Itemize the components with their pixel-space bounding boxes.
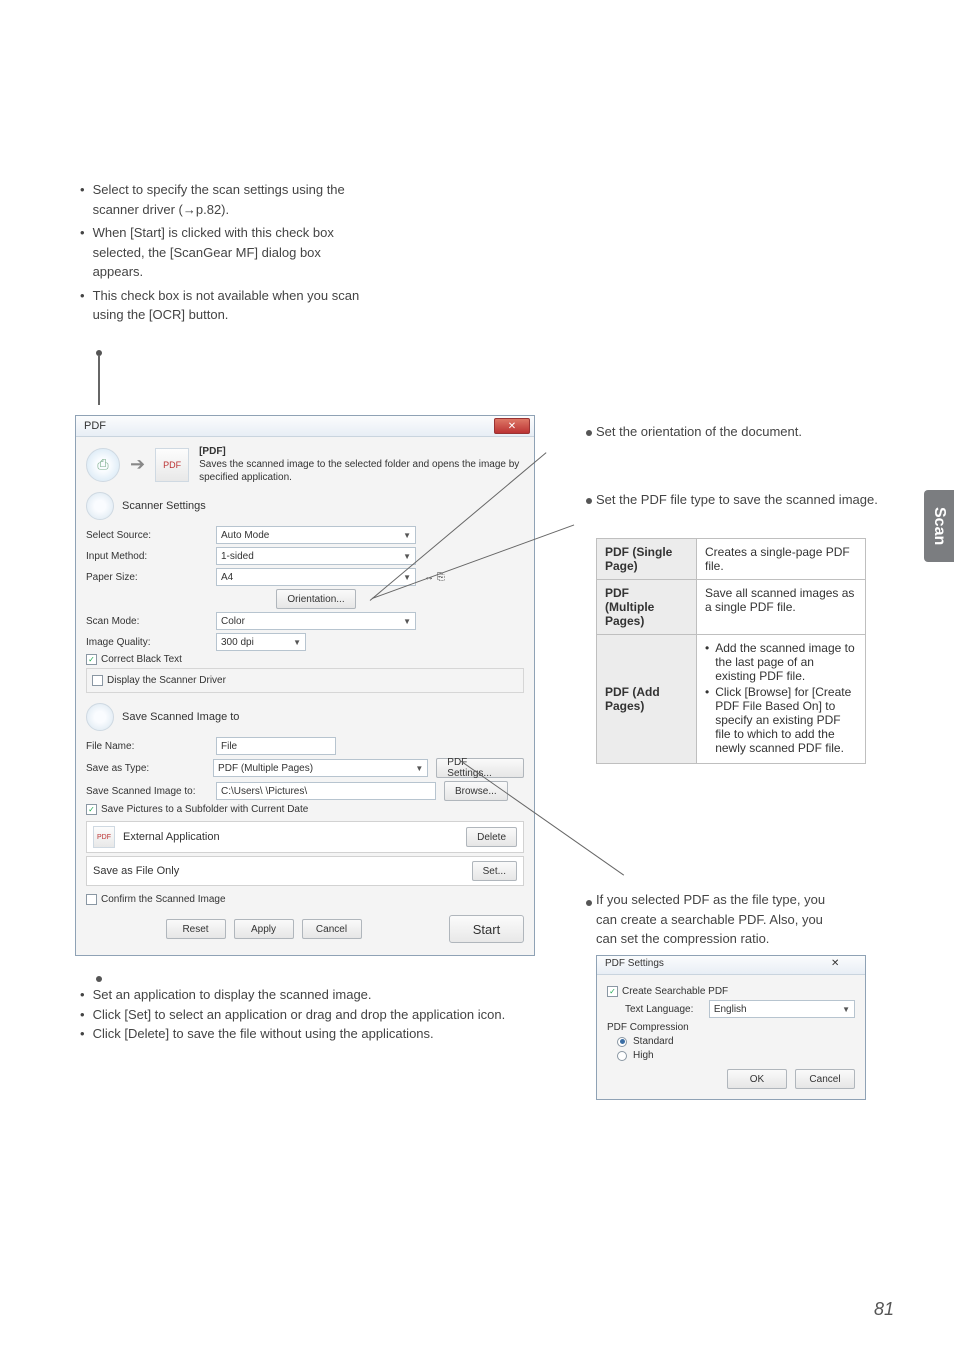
- note-item: Click [Delete] to save the file without …: [80, 1024, 580, 1044]
- save-to-input[interactable]: C:\Users\ \Pictures\: [216, 782, 436, 800]
- label-select-source: Select Source:: [86, 530, 216, 541]
- lead-dot: [96, 976, 102, 982]
- note-item: Click [Set] to select an application or …: [80, 1005, 580, 1025]
- save-as-type-dropdown[interactable]: PDF (Multiple Pages)▼: [213, 759, 428, 777]
- create-searchable-checkbox[interactable]: ✓Create Searchable PDF: [607, 986, 855, 997]
- lead-dot: [586, 498, 592, 504]
- lead-dot: [586, 430, 592, 436]
- text-language-dropdown[interactable]: English▼: [709, 1000, 855, 1018]
- browse-button[interactable]: Browse...: [444, 781, 508, 801]
- radio-standard[interactable]: [617, 1037, 627, 1047]
- anno-pdf-type: Set the PDF file type to save the scanne…: [596, 490, 886, 510]
- bottom-notes: Set an application to display the scanne…: [80, 985, 580, 1044]
- pdfset-title: PDF Settings: [605, 958, 664, 972]
- header-desc: Saves the scanned image to the selected …: [199, 458, 524, 484]
- pdf-settings-dialog: PDF Settings ✕ ✓Create Searchable PDF Te…: [596, 955, 866, 1100]
- note-item: Select to specify the scan settings usin…: [80, 180, 450, 219]
- top-notes: Select to specify the scan settings usin…: [80, 180, 450, 325]
- page-number: 81: [874, 1299, 894, 1320]
- correct-black-checkbox[interactable]: ✓Correct Black Text: [86, 654, 524, 665]
- group-label: PDF Compression: [607, 1022, 855, 1033]
- close-button[interactable]: ✕: [831, 958, 861, 972]
- note-item: Set an application to display the scanne…: [80, 985, 580, 1005]
- cancel-button[interactable]: Cancel: [795, 1069, 855, 1089]
- file-name-input[interactable]: File: [216, 737, 336, 755]
- label-file-name: File Name:: [86, 741, 216, 752]
- list-item: Click [Browse] for [Create PDF File Base…: [705, 685, 857, 755]
- display-driver-checkbox[interactable]: Display the Scanner Driver: [92, 675, 518, 686]
- confirm-image-checkbox[interactable]: Confirm the Scanned Image: [86, 894, 524, 905]
- pdf-icon: PDF: [155, 448, 189, 482]
- ok-button[interactable]: OK: [727, 1069, 787, 1089]
- scanner-icon: ⎙: [86, 448, 120, 482]
- note-item: When [Start] is clicked with this check …: [80, 223, 450, 282]
- anno-orientation: Set the orientation of the document.: [596, 422, 876, 442]
- pdf-type-table: PDF (SinglePage) Creates a single-page P…: [596, 538, 866, 764]
- select-source-dropdown[interactable]: Auto Mode▼: [216, 526, 416, 544]
- set-button[interactable]: Set...: [472, 861, 517, 881]
- list-item: Add the scanned image to the last page o…: [705, 641, 857, 683]
- label-input-method: Input Method:: [86, 551, 216, 562]
- header-title: [PDF]: [199, 445, 524, 458]
- table-cell: Save all scanned images as a single PDF …: [697, 580, 866, 635]
- lead-line: [98, 355, 100, 405]
- arrow-icon: ➔: [130, 454, 145, 475]
- label-scan-mode: Scan Mode:: [86, 616, 216, 627]
- note-item: This check box is not available when you…: [80, 286, 450, 325]
- section-icon: [86, 492, 114, 520]
- cancel-button[interactable]: Cancel: [302, 919, 362, 939]
- save-file-only-label: Save as File Only: [93, 865, 179, 877]
- page: Select to specify the scan settings usin…: [0, 0, 954, 1350]
- apply-button[interactable]: Apply: [234, 919, 294, 939]
- image-quality-dropdown[interactable]: 300 dpi▼: [216, 633, 306, 651]
- lead-dot: [586, 900, 592, 906]
- label-text-language: Text Language:: [625, 1004, 703, 1015]
- label-paper-size: Paper Size:: [86, 572, 216, 583]
- start-button[interactable]: Start: [449, 915, 524, 943]
- section-icon: [86, 703, 114, 731]
- section-scanner-title: Scanner Settings: [122, 500, 206, 512]
- delete-button[interactable]: Delete: [466, 827, 517, 847]
- external-app-label: External Application: [123, 831, 220, 843]
- label-save-as-type: Save as Type:: [86, 763, 213, 774]
- scan-mode-dropdown[interactable]: Color▼: [216, 612, 416, 630]
- orientation-button[interactable]: Orientation...: [276, 589, 355, 609]
- side-tab: Scan: [924, 490, 954, 562]
- pdf-dialog: PDF ✕ ⎙ ➔ PDF [PDF] Saves the scanned im…: [75, 415, 535, 956]
- pdf-app-icon: PDF: [93, 826, 115, 848]
- paper-size-dropdown[interactable]: A4▼: [216, 568, 416, 586]
- table-cell: Creates a single-page PDF file.: [697, 539, 866, 580]
- anno-searchable: If you selected PDF as the file type, yo…: [596, 890, 886, 949]
- section-save-title: Save Scanned Image to: [122, 711, 239, 723]
- reset-button[interactable]: Reset: [166, 919, 226, 939]
- input-method-dropdown[interactable]: 1-sided▼: [216, 547, 416, 565]
- subfolder-checkbox[interactable]: ✓Save Pictures to a Subfolder with Curre…: [86, 804, 524, 815]
- label-image-quality: Image Quality:: [86, 637, 216, 648]
- radio-high[interactable]: [617, 1051, 627, 1061]
- label-save-to: Save Scanned Image to:: [86, 786, 216, 797]
- close-button[interactable]: ✕: [494, 418, 530, 434]
- dialog-title: PDF: [84, 420, 106, 432]
